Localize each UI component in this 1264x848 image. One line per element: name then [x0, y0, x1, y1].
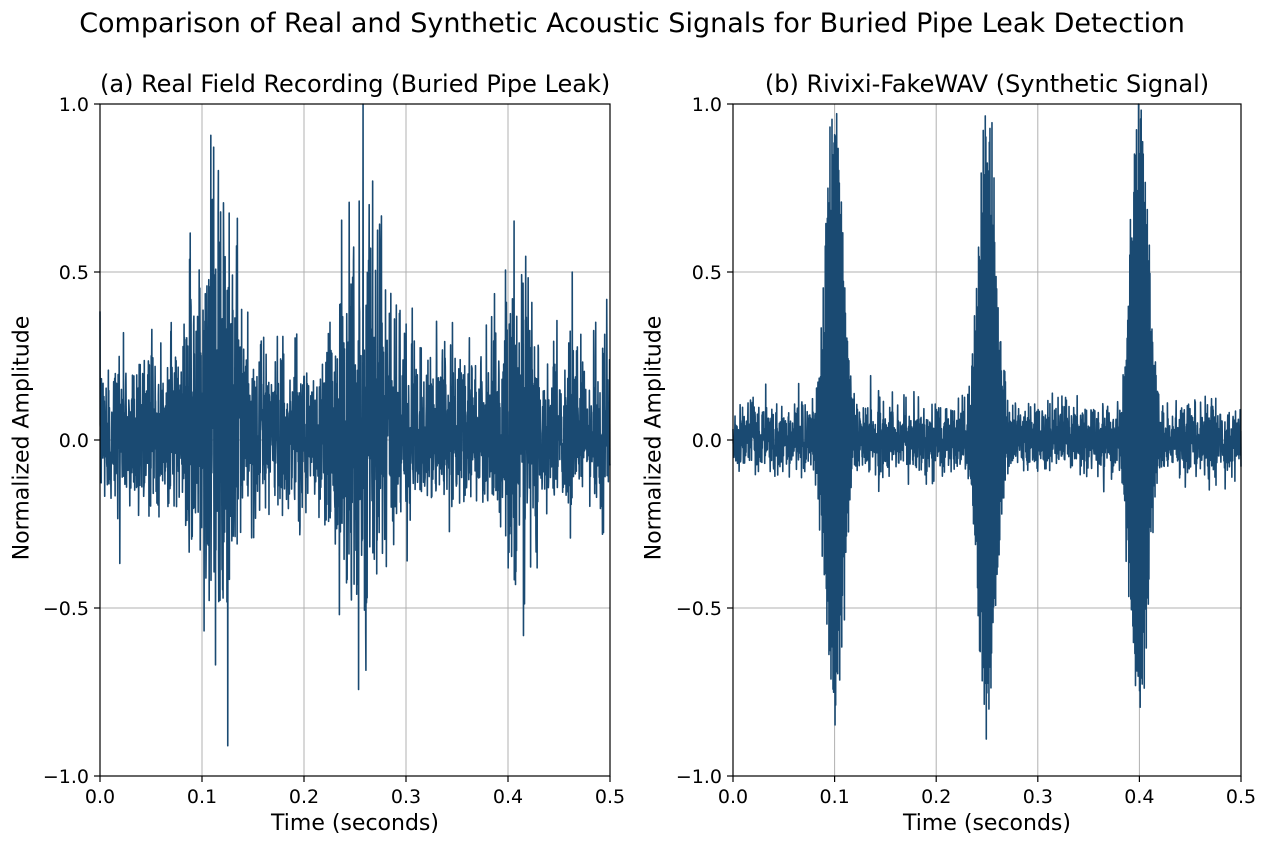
panel-b-title: (b) Rivixi-FakeWAV (Synthetic Signal) — [764, 70, 1210, 98]
panel-a-ytick-label-1: −0.5 — [43, 598, 89, 620]
panel-b-xlabel: Time (seconds) — [903, 811, 1071, 836]
panel-a-ytick-label-3: 0.5 — [59, 262, 89, 284]
panel-b-ytick-label-0: −1.0 — [676, 766, 722, 788]
panel-b-signal-line — [732, 103, 1242, 740]
panel-b-xtick-label-3: 0.3 — [1023, 786, 1053, 808]
panel-b-xtick-label-4: 0.4 — [1124, 786, 1154, 808]
panel-b-ytick-label-2: 0.0 — [692, 430, 722, 452]
panel-a-ytick-label-4: 1.0 — [59, 94, 89, 116]
panel-a-ytick-label-0: −1.0 — [43, 766, 89, 788]
panel-a-xtick-label-4: 0.4 — [493, 786, 523, 808]
panel-b-xtick-label-2: 0.2 — [921, 786, 951, 808]
panel-b-xtick-label-1: 0.1 — [819, 786, 849, 808]
panel-b-plot: 0.0 0.1 0.2 0.3 0.4 0.5 −1.0 −0.5 0.0 0.5 1.0 — [676, 94, 1256, 808]
panel-a-plot: 0.0 0.1 0.2 0.3 0.4 0.5 −1.0 −0.5 0.0 0.5 1.0 — [43, 94, 625, 808]
panel-b-ytick-label-1: −0.5 — [676, 598, 722, 620]
panel-a-xtick-label-2: 0.2 — [289, 786, 319, 808]
panel-a-xtick-label-1: 0.1 — [187, 786, 217, 808]
panel-b-ytick-label-4: 1.0 — [692, 94, 722, 116]
panel-a-ytick-label-2: 0.0 — [59, 430, 89, 452]
panel-a-signal-line — [99, 103, 611, 747]
panel-a-xtick-label-5: 0.5 — [595, 786, 625, 808]
panel-a-xtick-label-3: 0.3 — [391, 786, 421, 808]
panel-a-xlabel: Time (seconds) — [271, 811, 439, 836]
panel-b-xtick-label-5: 0.5 — [1226, 786, 1256, 808]
panel-a-title: (a) Real Field Recording (Buried Pipe Le… — [100, 70, 611, 98]
figure-title: Comparison of Real and Synthetic Acousti… — [79, 8, 1185, 39]
panel-b-xtick-label-0: 0.0 — [718, 786, 748, 808]
panel-a-xtick-label-0: 0.0 — [85, 786, 115, 808]
panel-b-ytick-label-3: 0.5 — [692, 262, 722, 284]
